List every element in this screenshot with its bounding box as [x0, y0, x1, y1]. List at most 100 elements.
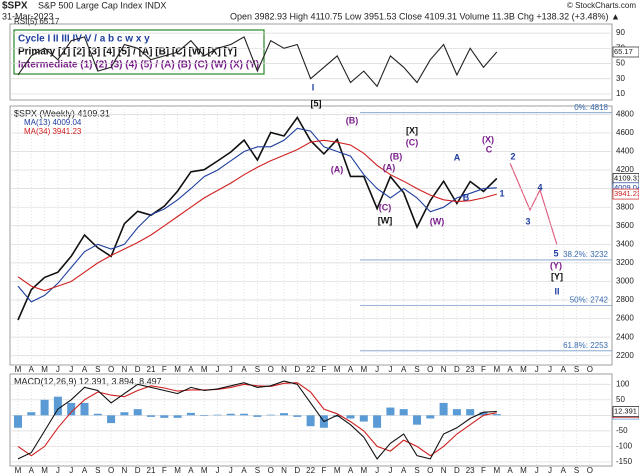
- legend-primary: Primary [1] [2] [3] [4] [5] / [A] [B] [C…: [18, 47, 237, 58]
- x-tick-label: S: [574, 466, 579, 475]
- wave-label: (B): [390, 151, 403, 161]
- y-tick-label: 100: [616, 379, 630, 388]
- histogram-bar: [439, 402, 448, 416]
- histogram-bar: [14, 415, 22, 428]
- x-tick-label: F: [481, 365, 486, 374]
- x-tick-label: M: [174, 466, 181, 475]
- x-tick-label: J: [535, 466, 539, 475]
- histogram-bar: [173, 415, 182, 418]
- histogram-bar: [253, 415, 262, 417]
- x-tick-label: J: [69, 365, 73, 374]
- wave-label: (X): [482, 134, 494, 144]
- x-tick-label: F: [321, 466, 326, 475]
- x-tick-label: J: [229, 466, 233, 475]
- x-tick-label: 21: [147, 365, 156, 374]
- y-tick-label: 50: [616, 395, 625, 404]
- wave-label: 3: [525, 216, 530, 226]
- x-tick-label: M: [334, 365, 341, 374]
- wave-label: [Y]: [551, 271, 563, 281]
- x-tick-label: D: [294, 466, 300, 475]
- x-tick-label: O: [587, 365, 593, 374]
- x-tick-label: M: [360, 365, 367, 374]
- panel-title: $SPX (Weekly) 4109.31: [14, 108, 110, 118]
- wave-label: (A): [383, 162, 396, 172]
- histogram-bar: [399, 409, 408, 416]
- x-tick-label: 22: [306, 466, 315, 475]
- x-tick-label: A: [82, 365, 88, 374]
- y-tick-label: 3400: [616, 239, 634, 248]
- histogram-bar: [266, 414, 275, 416]
- histogram-bar: [200, 415, 209, 416]
- histogram-bar: [492, 414, 501, 416]
- histogram-bar: [93, 413, 102, 416]
- x-tick-label: J: [216, 365, 220, 374]
- x-tick-label: N: [281, 466, 287, 475]
- histogram-bar: [333, 415, 342, 417]
- y-tick-label: 3600: [616, 221, 634, 230]
- x-tick-label: D: [135, 365, 141, 374]
- y-tick-label: 2400: [616, 332, 634, 341]
- x-tick-label: J: [535, 365, 539, 374]
- x-tick-label: A: [507, 466, 513, 475]
- histogram-bar: [27, 412, 36, 416]
- x-tick-label: A: [29, 365, 35, 374]
- histogram-bar: [452, 409, 461, 416]
- wave-legend-box: [13, 29, 265, 75]
- x-tick-label: M: [493, 466, 500, 475]
- x-tick-label: 21: [147, 466, 156, 475]
- histogram-bar: [133, 409, 142, 416]
- y-tick-label: 4200: [616, 165, 634, 174]
- value-tag: 3941.23: [614, 189, 639, 198]
- histogram-bar: [226, 413, 235, 416]
- x-tick-label: O: [268, 466, 274, 475]
- histogram-bar: [186, 412, 195, 416]
- wave-label: (C): [379, 202, 392, 212]
- x-tick-label: 22: [306, 365, 315, 374]
- histogram-bar: [386, 407, 395, 416]
- fib-label: 38.2%: 3232: [563, 250, 608, 259]
- panel-title: MACD(12,26,9) 12.391, 3.894, 8.497: [14, 376, 162, 386]
- x-tick-label: O: [108, 365, 114, 374]
- histogram-bar: [107, 415, 116, 424]
- x-tick-label: S: [95, 365, 100, 374]
- wave-label: (W): [430, 216, 445, 226]
- histogram-bar: [280, 413, 288, 416]
- x-tick-label: M: [41, 365, 48, 374]
- x-tick-label: M: [334, 466, 341, 475]
- y-tick-label: 4600: [616, 128, 634, 137]
- value-tag: 65.17: [614, 47, 633, 56]
- x-tick-label: N: [122, 365, 128, 374]
- histogram-bar: [160, 415, 169, 418]
- histogram-bar: [359, 415, 368, 422]
- x-tick-label: N: [441, 466, 447, 475]
- wave-label: C: [486, 144, 493, 154]
- legend-entry: MA(13) 4009.04: [24, 118, 82, 127]
- wave-label: (B): [346, 115, 359, 125]
- x-tick-label: M: [520, 466, 527, 475]
- x-tick-label: S: [574, 365, 579, 374]
- rsi-panel: [9, 23, 613, 101]
- fib-label: 0%: 4818: [574, 103, 608, 112]
- x-tick-label: A: [29, 466, 35, 475]
- x-tick-label: S: [95, 466, 100, 475]
- y-tick-label: 3800: [616, 202, 634, 211]
- quote: Open 3982.93 High 4110.75 Low 3951.53 Cl…: [230, 11, 620, 21]
- x-tick-label: 23: [466, 365, 475, 374]
- histogram-bar: [293, 415, 302, 417]
- histogram-bar: [120, 412, 129, 416]
- histogram-bar: [306, 415, 315, 427]
- histogram-bar: [213, 414, 222, 416]
- fib-label: 61.8%: 2253: [563, 341, 608, 350]
- x-tick-label: A: [348, 365, 354, 374]
- x-tick-label: M: [15, 466, 22, 475]
- wave-label: [X]: [406, 125, 418, 135]
- x-tick-label: J: [56, 365, 60, 374]
- x-tick-label: F: [321, 365, 326, 374]
- y-tick-label: 10: [616, 89, 625, 98]
- credit: © StockCharts.com: [567, 1, 636, 10]
- legend-cycle: Cycle I II III IV V / a b c w x y: [18, 34, 150, 45]
- y-tick-label: 3200: [616, 258, 634, 267]
- x-tick-label: 23: [466, 466, 475, 475]
- y-tick-label: 50: [616, 59, 625, 68]
- macd-panel: [9, 373, 613, 467]
